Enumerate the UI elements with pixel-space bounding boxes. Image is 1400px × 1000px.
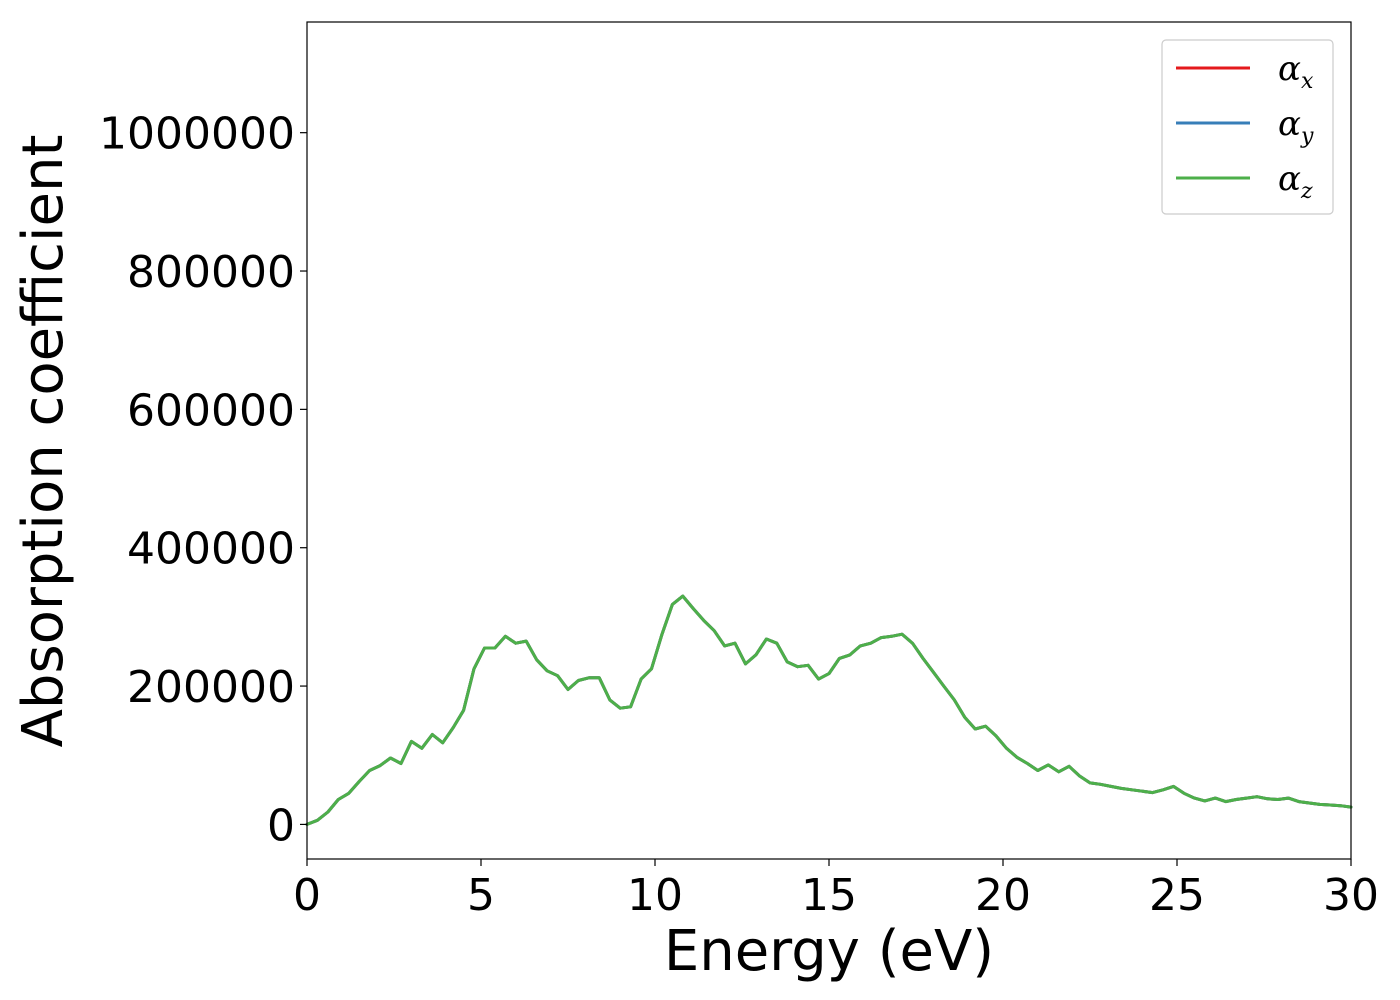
- legend: αx αy αz: [1161, 39, 1334, 215]
- x-tick-label: 15: [801, 870, 857, 921]
- legend-frame: [1161, 39, 1334, 215]
- y-axis-title: Absorption coefficient: [11, 135, 76, 748]
- y-tick-label: 0: [267, 800, 295, 851]
- x-tick-label: 5: [467, 870, 495, 921]
- x-tick-label: 20: [975, 870, 1031, 921]
- x-tick-label: 10: [627, 870, 683, 921]
- y-tick-label: 800000: [127, 247, 295, 298]
- legend-label-x: αx: [1278, 49, 1314, 94]
- series-line-α_z: [305, 594, 1353, 826]
- series-layer: [305, 594, 1353, 826]
- y-tick-label: 1000000: [99, 109, 295, 160]
- legend-label-y: αy: [1278, 104, 1314, 149]
- x-axis-title: Energy (eV): [664, 919, 994, 984]
- y-tick-label: 600000: [127, 385, 295, 436]
- x-tick-label: 30: [1323, 870, 1379, 921]
- y-tick-label: 200000: [127, 662, 295, 713]
- y-axis: 0 200000 400000 600000 800000 1000000: [99, 109, 307, 851]
- legend-label-z: αz: [1278, 159, 1313, 204]
- x-axis: 0 5 10 15 20 25 30: [293, 859, 1379, 921]
- x-tick-label: 0: [293, 870, 321, 921]
- y-tick-label: 400000: [127, 524, 295, 575]
- x-tick-label: 25: [1149, 870, 1205, 921]
